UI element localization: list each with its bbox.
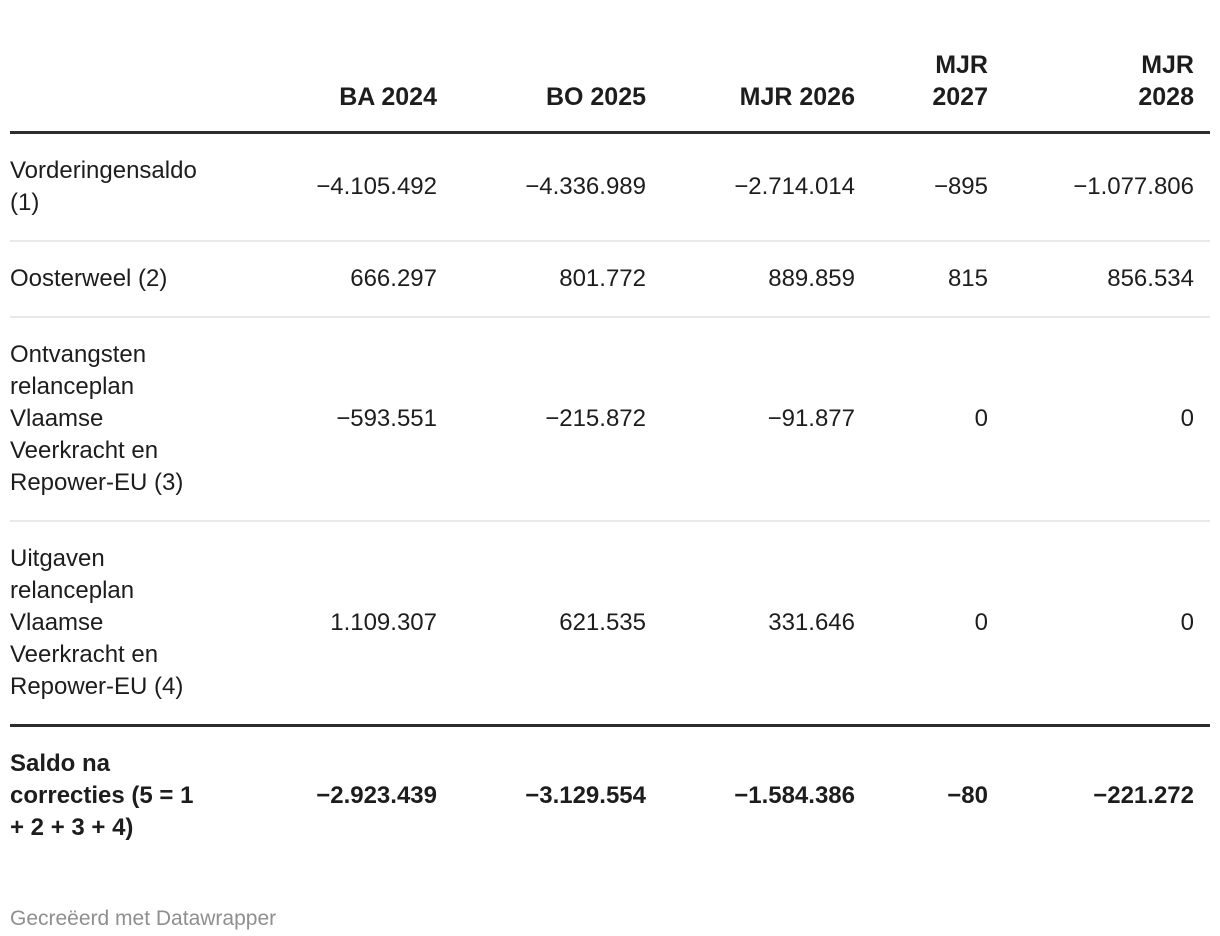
cell-value: 666.297 (220, 240, 437, 317)
cell-value: 889.859 (646, 240, 855, 317)
cell-value: 856.534 (988, 240, 1210, 317)
cell-value: 1.109.307 (220, 520, 437, 726)
column-header-empty (10, 12, 220, 134)
cell-value: 801.772 (437, 240, 646, 317)
cell-value: −4.336.989 (525, 173, 646, 200)
cell-value: −4.105.492 (316, 173, 437, 200)
row-label: Uitgaven relanceplan Vlaamse Veerkracht … (10, 520, 220, 726)
column-header-mjr-2026: MJR 2026 (646, 12, 855, 134)
cell-value: 0 (855, 520, 988, 726)
table-row-uitgaven-relanceplan: Uitgaven relanceplan Vlaamse Veerkracht … (10, 520, 1210, 726)
column-header-bo-2025: BO 2025 (437, 12, 646, 134)
cell-value: −80 (855, 724, 988, 865)
cell-value: −1.077.806 (1073, 173, 1194, 200)
cell-value: 815 (855, 240, 988, 317)
cell-value: −2.714.014 (734, 173, 855, 200)
cell-value: −215.872 (437, 316, 646, 521)
datawrapper-attribution-link[interactable]: Gecreëerd met Datawrapper (10, 907, 277, 930)
cell-value: −895 (933, 173, 988, 200)
cell-value: 0 (855, 316, 988, 521)
table-row-vorderingensaldo: Vorderingensaldo (1) −4.105.492 −4.336.9… (10, 133, 1210, 242)
cell-value: −91.877 (646, 316, 855, 521)
row-label: Oosterweel (2) (10, 240, 220, 317)
column-header-mjr-2028: MJR 2028 (988, 12, 1210, 134)
column-header-ba-2024: BA 2024 (220, 12, 437, 134)
cell-value: −2.923.439 (220, 724, 437, 865)
column-header-mjr-2027-label: MJR 2027 (932, 51, 988, 111)
row-label: Vorderingensaldo (1) (10, 157, 197, 216)
table-row-ontvangsten-relanceplan: Ontvangsten relanceplan Vlaamse Veerkrac… (10, 316, 1210, 521)
row-label: Ontvangsten relanceplan Vlaamse Veerkrac… (10, 316, 220, 521)
cell-value: 331.646 (646, 520, 855, 726)
cell-value: −1.584.386 (646, 724, 855, 865)
cell-value: −593.551 (220, 316, 437, 521)
table-row-oosterweel: Oosterweel (2) 666.297 801.772 889.859 8… (10, 240, 1210, 317)
cell-value: 0 (988, 520, 1210, 726)
column-header-mjr-2027: MJR 2027 (855, 12, 988, 134)
cell-value: −221.272 (988, 724, 1210, 865)
row-label: Saldo na correcties (5 = 1 + 2 + 3 + 4) (10, 724, 220, 865)
header-row: BA 2024 BO 2025 MJR 2026 MJR 2027 MJR 20… (10, 12, 1210, 134)
data-table: BA 2024 BO 2025 MJR 2026 MJR 2027 MJR 20… (10, 12, 1210, 865)
cell-value: 621.535 (437, 520, 646, 726)
table-row-saldo-na-correcties: Saldo na correcties (5 = 1 + 2 + 3 + 4) … (10, 724, 1210, 865)
cell-value: 0 (988, 316, 1210, 521)
column-header-mjr-2028-label: MJR 2028 (1138, 51, 1194, 111)
cell-value: −3.129.554 (437, 724, 646, 865)
